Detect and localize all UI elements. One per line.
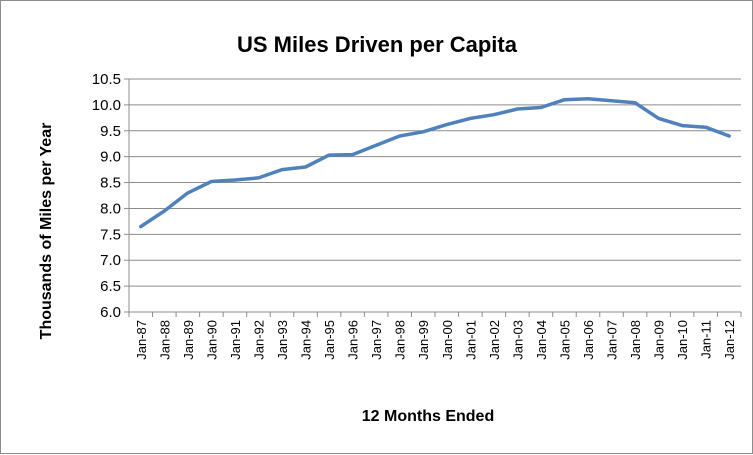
y-tick-label: 7.5 <box>100 226 121 243</box>
y-tick-label: 8.0 <box>100 200 121 217</box>
y-tick-label: 6.0 <box>100 304 121 321</box>
x-tick-label: Jan-10 <box>675 320 690 360</box>
x-tick-label: Jan-92 <box>251 320 266 360</box>
x-tick-label: Jan-11 <box>699 320 714 359</box>
axes <box>124 78 742 317</box>
x-tick-label: Jan-88 <box>157 320 172 360</box>
x-axis-label: 12 Months Ended <box>362 408 494 425</box>
x-tick-label: Jan-93 <box>275 320 290 360</box>
x-tick-label: Jan-96 <box>346 320 361 360</box>
y-tick-label: 10.5 <box>92 71 121 88</box>
y-tick-label: 9.0 <box>100 149 121 166</box>
x-tick-label: Jan-06 <box>581 320 596 360</box>
x-tick-label: Jan-90 <box>204 320 219 360</box>
x-tick-label: Jan-99 <box>416 320 431 360</box>
y-axis-label: Thousands of Miles per Year <box>38 123 55 340</box>
chart-title: US Miles Driven per Capita <box>237 32 518 57</box>
gridlines <box>129 78 741 287</box>
x-tick-label: Jan-98 <box>393 320 408 360</box>
x-tick-label: Jan-01 <box>463 320 478 360</box>
x-tick-label: Jan-00 <box>440 320 455 360</box>
x-tick-label: Jan-05 <box>557 320 572 360</box>
y-tick-label: 10.0 <box>92 97 121 114</box>
x-tick-label: Jan-08 <box>628 320 643 360</box>
x-tick-label: Jan-12 <box>722 320 737 360</box>
y-tick-label: 7.0 <box>100 252 121 269</box>
series-layer <box>139 96 731 229</box>
y-tick-label: 6.5 <box>100 278 121 295</box>
x-tick-label: Jan-03 <box>510 320 525 360</box>
y-tick-labels: 6.0 6.5 7.0 7.5 8.0 8.5 9.0 9.5 10.0 10.5 <box>92 71 121 321</box>
x-tick-label: Jan-91 <box>228 320 243 360</box>
series-line <box>139 96 731 229</box>
x-tick-labels: Jan-87 Jan-88 Jan-89 Jan-90 Jan-91 Jan-92 Jan-… <box>134 320 737 360</box>
x-tick-label: Jan-04 <box>534 320 549 360</box>
x-tick-label: Jan-95 <box>322 320 337 360</box>
x-tick-label: Jan-02 <box>487 320 502 360</box>
x-tick-label: Jan-97 <box>369 320 384 360</box>
x-tick-label: Jan-89 <box>181 320 196 360</box>
x-tick-label: Jan-09 <box>652 320 667 360</box>
y-tick-label: 9.5 <box>100 123 121 140</box>
x-tick-label: Jan-07 <box>605 320 620 360</box>
x-tick-label: Jan-94 <box>299 320 314 360</box>
y-tick-label: 8.5 <box>100 175 121 192</box>
x-tick-label: Jan-87 <box>134 320 149 360</box>
